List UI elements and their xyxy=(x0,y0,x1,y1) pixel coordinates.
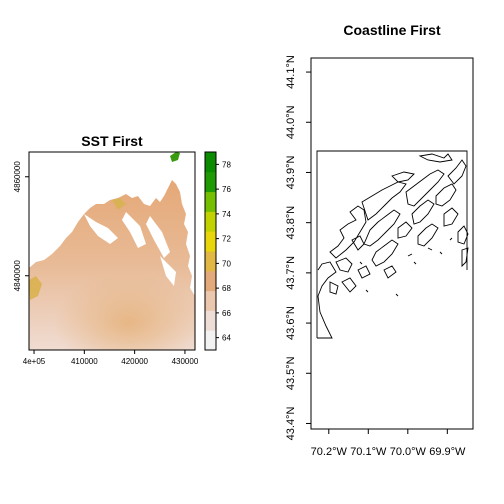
coast-title: Coastline First xyxy=(343,22,441,38)
sst-y-tick-label: 4840000 xyxy=(13,260,22,292)
colorbar-tick-label: 78 xyxy=(222,160,231,169)
coast-panel: Coastline First 70.2°W 70.1°W 70.0°W 69.9°W… xyxy=(285,22,474,458)
colorbar-segment xyxy=(205,211,216,232)
coast-y-tick-label: 43.6°N xyxy=(285,306,297,340)
sst-y-axis: 4840000 4860000 xyxy=(13,161,29,292)
coast-y-tick-label: 43.4°N xyxy=(285,407,297,441)
colorbar-tick-label: 66 xyxy=(222,309,231,318)
colorbar-segment xyxy=(205,310,216,331)
colorbar-segment xyxy=(205,251,216,272)
coast-y-axis: 43.4°N 43.5°N 43.6°N 43.7°N 43.8°N 43.9°N 44.0… xyxy=(285,55,311,440)
coastline-lines xyxy=(316,150,469,339)
sst-colorbar: 64 66 68 70 72 74 76 78 xyxy=(204,151,231,351)
coast-y-tick-label: 44.1°N xyxy=(285,55,297,89)
colorbar-tick-label: 70 xyxy=(222,259,231,268)
colorbar-tick-label: 68 xyxy=(222,284,231,293)
coastline-islands-west xyxy=(329,205,371,295)
sst-panel: SST First 4e+05 410000 420000 430000 484000… xyxy=(13,133,231,366)
coastline-islands-central xyxy=(361,171,415,279)
colorbar-tick-label: 72 xyxy=(222,235,231,244)
coast-x-tick-label: 70.2°W xyxy=(311,446,348,458)
sst-land-gap xyxy=(84,212,176,286)
colorbar-segment xyxy=(205,231,216,252)
coast-y-tick-label: 43.9°N xyxy=(285,156,297,190)
coastline-extent xyxy=(316,150,468,338)
colorbar-tick-label: 64 xyxy=(222,334,231,343)
sst-coastal-warm xyxy=(29,276,42,300)
sst-x-tick-label: 430000 xyxy=(172,357,199,366)
coastline-islands-east xyxy=(405,153,469,268)
coast-y-tick-label: 43.7°N xyxy=(285,256,297,290)
sst-x-tick-label: 420000 xyxy=(121,357,148,366)
sst-y-tick-label: 4860000 xyxy=(13,161,22,193)
coast-x-tick-label: 69.9°W xyxy=(429,446,466,458)
coast-y-tick-label: 43.5°N xyxy=(285,356,297,390)
coast-x-tick-label: 70.1°W xyxy=(350,446,387,458)
colorbar-segment xyxy=(205,191,216,212)
colorbar-tick-label: 76 xyxy=(222,185,231,194)
coast-y-tick-label: 43.8°N xyxy=(285,206,297,240)
colorbar-segment xyxy=(205,290,216,311)
coast-plot-frame xyxy=(310,57,474,430)
colorbar-tick-label: 74 xyxy=(222,210,231,219)
colorbar-segment xyxy=(205,171,216,193)
sst-warm-patch xyxy=(29,240,195,350)
sst-x-tick-label: 4e+05 xyxy=(23,357,46,366)
coastline-rocks xyxy=(359,237,453,297)
sst-warm-inlet xyxy=(112,198,126,210)
coast-y-tick-label: 44.0°N xyxy=(285,105,297,139)
colorbar-segment xyxy=(205,270,216,292)
sst-title: SST First xyxy=(81,133,143,149)
colorbar-segment xyxy=(205,152,216,173)
colorbar-segment xyxy=(205,330,216,351)
sst-raster xyxy=(29,152,195,350)
coast-x-axis: 70.2°W 70.1°W 70.0°W 69.9°W xyxy=(311,429,466,458)
colorbar-frame xyxy=(204,151,217,351)
sst-x-axis: 4e+05 410000 420000 430000 xyxy=(23,349,199,366)
coastline-shore xyxy=(317,261,337,339)
sst-x-tick-label: 410000 xyxy=(71,357,98,366)
coast-x-tick-label: 70.0°W xyxy=(390,446,427,458)
sst-green-cell xyxy=(170,152,180,162)
